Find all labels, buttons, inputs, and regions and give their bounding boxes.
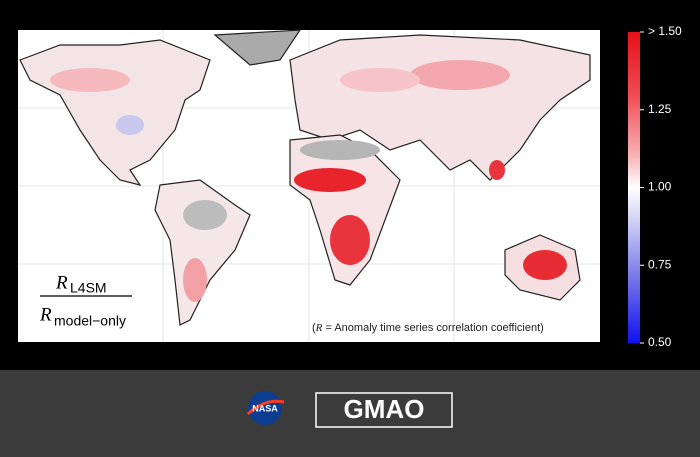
numerator-symbol: R [55, 272, 68, 293]
colorbar-label: 1.00 [648, 180, 672, 194]
colorbar-label: 0.50 [648, 335, 672, 349]
note-open: ( [312, 322, 316, 334]
note-text: = Anomaly time series correlation coeffi… [322, 322, 543, 334]
nasa-text: NASA [252, 403, 278, 413]
note-symbol: R [315, 322, 323, 334]
footer-band [0, 370, 700, 457]
gmao-text: GMAO [344, 394, 425, 424]
anomaly-patches [50, 60, 567, 302]
colorbar-label: 0.75 [648, 257, 672, 271]
numerator-subscript: L4SM [70, 280, 107, 296]
gmao-box [315, 392, 453, 428]
colorbar [628, 32, 640, 343]
denominator-symbol: R [39, 304, 52, 325]
note: (R = Anomaly time series correlation coe… [312, 322, 544, 334]
nasa-swoosh [246, 399, 285, 416]
denominator-subscript: model−only [54, 313, 126, 329]
colorbar-label: 1.25 [648, 102, 672, 116]
colorbar-label: > 1.50 [648, 24, 682, 38]
nasa-logo [248, 391, 282, 425]
